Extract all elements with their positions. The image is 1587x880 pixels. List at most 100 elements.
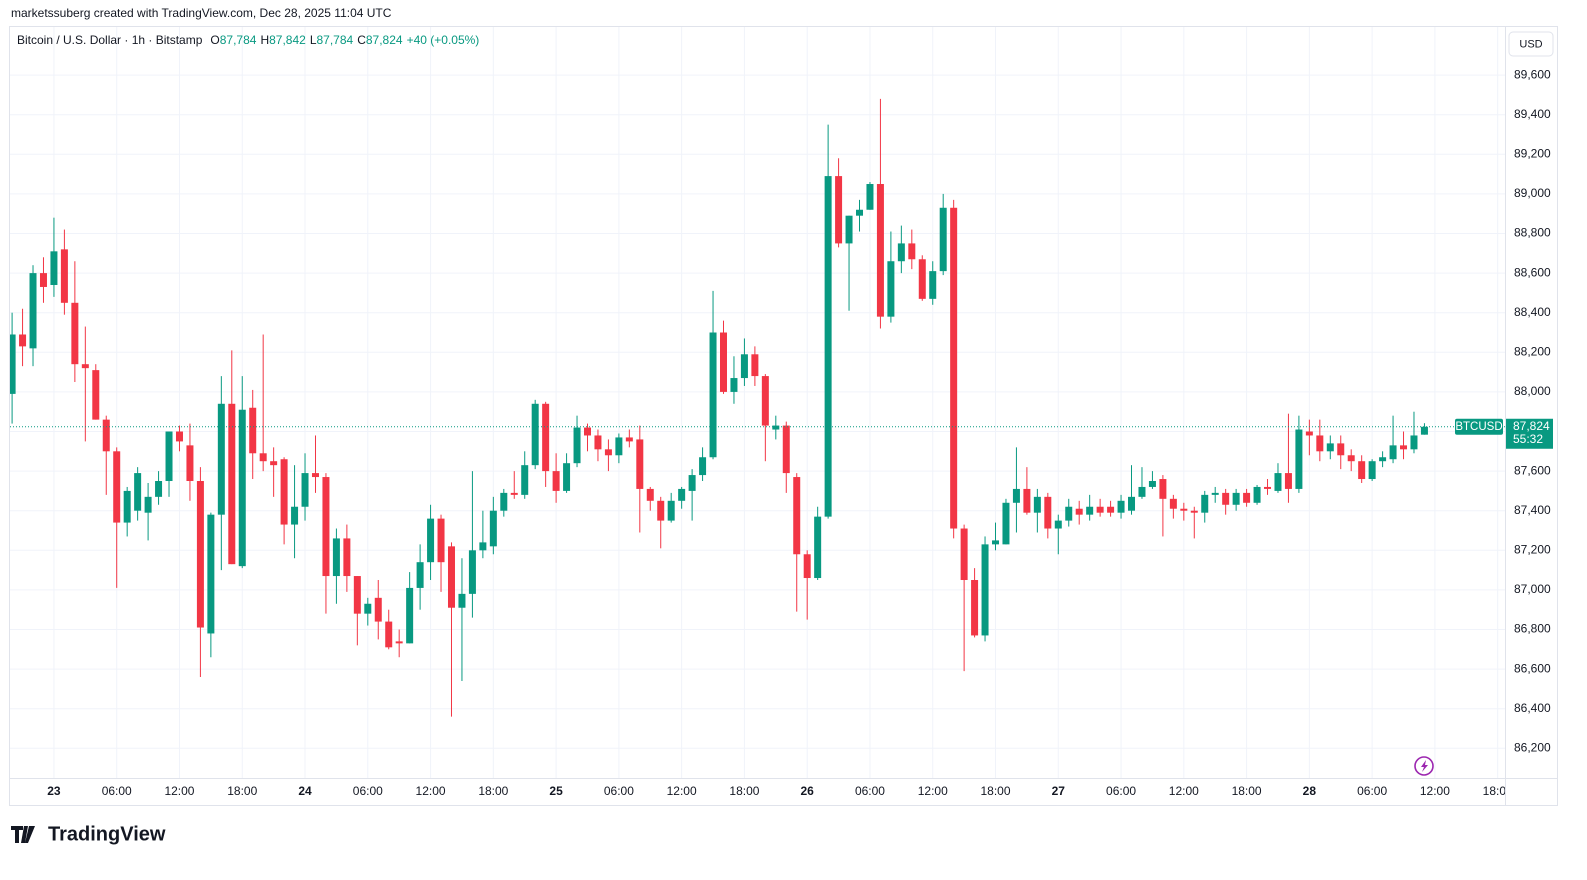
candle-body bbox=[311, 473, 319, 478]
legend-value: 87,784 bbox=[220, 33, 257, 47]
candle-body bbox=[228, 403, 236, 565]
x-tick-label: 12:00 bbox=[416, 784, 446, 798]
candle-body bbox=[186, 445, 194, 482]
candle-body bbox=[908, 243, 916, 260]
candle-body bbox=[19, 334, 27, 347]
candle-body bbox=[615, 437, 623, 456]
currency-button[interactable] bbox=[1508, 31, 1554, 57]
candle-body bbox=[657, 500, 665, 521]
price-axis: 86,200 86,400 86,600 86,800 87,000 87,200 87,4… bbox=[1514, 67, 1551, 754]
candle-body bbox=[416, 562, 424, 588]
candle-body bbox=[10, 334, 16, 394]
x-tick-label: 28 bbox=[1303, 784, 1317, 798]
candle-body bbox=[1326, 443, 1334, 452]
x-tick-label: 12:00 bbox=[1420, 784, 1450, 798]
candle-body bbox=[625, 437, 633, 442]
grid bbox=[10, 27, 1505, 778]
x-tick-label: 23 bbox=[47, 784, 61, 798]
candle-body bbox=[406, 587, 414, 644]
candle-body bbox=[1410, 435, 1418, 450]
candle-body bbox=[217, 403, 225, 515]
candle-body bbox=[1389, 445, 1397, 460]
candle-body bbox=[699, 457, 707, 476]
icon-ring bbox=[1414, 756, 1434, 776]
candle-body bbox=[793, 477, 801, 555]
assistant-icon[interactable] bbox=[1414, 756, 1434, 776]
y-tick-label: 86,800 bbox=[1514, 622, 1551, 636]
candle-body bbox=[1054, 520, 1062, 529]
y-tick-label: 87,000 bbox=[1514, 582, 1551, 596]
candle-body bbox=[364, 603, 372, 614]
candle-body bbox=[573, 427, 581, 464]
candle-body bbox=[1044, 496, 1052, 529]
candle-body bbox=[291, 506, 299, 525]
x-tick-label: 24 bbox=[298, 784, 312, 798]
x-tick-label: 06:00 bbox=[353, 784, 383, 798]
y-tick-label: 89,200 bbox=[1514, 146, 1551, 160]
time-axis: 23 06:00 12:00 18:00 24 06:00 12:00 18:00 25 06:0… bbox=[47, 784, 1505, 798]
countdown-label: 55:32 bbox=[1513, 432, 1543, 446]
candle-body bbox=[1023, 488, 1031, 513]
x-tick-label: 12:00 bbox=[667, 784, 697, 798]
candle-body bbox=[353, 576, 361, 614]
candle-body bbox=[521, 465, 529, 495]
candle-body bbox=[1274, 473, 1282, 491]
candle-body bbox=[646, 488, 654, 501]
candle-body bbox=[1128, 496, 1136, 511]
candle-body bbox=[542, 403, 550, 472]
candle-body bbox=[1368, 461, 1376, 480]
candle-body bbox=[1316, 435, 1324, 452]
candle-body bbox=[1002, 502, 1010, 545]
last-price-label: 87,824 bbox=[1513, 419, 1550, 433]
candle-body bbox=[1086, 506, 1094, 515]
candle-body bbox=[81, 364, 89, 369]
chart-frame bbox=[9, 26, 1558, 806]
y-tick-label: 87,200 bbox=[1514, 542, 1551, 556]
y-tick-label: 87,400 bbox=[1514, 503, 1551, 517]
candle-body bbox=[583, 427, 591, 436]
candle-body bbox=[343, 538, 351, 577]
price-tag bbox=[1506, 418, 1553, 449]
candle-body bbox=[207, 514, 215, 634]
candle-body bbox=[1096, 506, 1104, 513]
candle-body bbox=[1253, 486, 1261, 503]
y-tick-label: 89,400 bbox=[1514, 107, 1551, 121]
candle-body bbox=[563, 463, 571, 491]
x-tick-label: 12:00 bbox=[918, 784, 948, 798]
y-tick-label: 88,200 bbox=[1514, 344, 1551, 358]
candle-body bbox=[950, 207, 958, 529]
candle-body bbox=[1264, 486, 1272, 489]
candle-body bbox=[845, 215, 853, 244]
x-tick-label: 18:00 bbox=[980, 784, 1010, 798]
candle-body bbox=[1358, 461, 1366, 480]
candle-body bbox=[594, 435, 602, 450]
y-tick-label: 86,200 bbox=[1514, 740, 1551, 754]
candle-body bbox=[322, 477, 330, 577]
candle-body bbox=[688, 475, 696, 491]
candle-body bbox=[60, 249, 68, 303]
candle-body bbox=[1033, 496, 1041, 513]
candle-body bbox=[1107, 506, 1115, 513]
candle-body bbox=[1305, 431, 1313, 436]
candle-body bbox=[1420, 426, 1428, 435]
y-tick-label: 87,600 bbox=[1514, 463, 1551, 477]
candle-body bbox=[835, 176, 843, 244]
candle-body bbox=[1012, 488, 1020, 503]
candle-body bbox=[165, 431, 173, 482]
candle-body bbox=[39, 273, 47, 287]
candle-body bbox=[458, 593, 466, 608]
candle-body bbox=[280, 459, 288, 525]
candle-body bbox=[761, 376, 769, 426]
candle-body bbox=[238, 409, 246, 567]
candle-body bbox=[510, 492, 518, 495]
x-tick-label: 26 bbox=[801, 784, 815, 798]
candle-body bbox=[1148, 481, 1156, 487]
y-tick-label: 86,400 bbox=[1514, 701, 1551, 715]
candle-body bbox=[259, 453, 267, 462]
x-tick-label: 06:00 bbox=[1357, 784, 1387, 798]
candle-body bbox=[1190, 510, 1198, 513]
x-tick-label: 18:00 bbox=[1232, 784, 1262, 798]
legend-key: L bbox=[310, 33, 317, 47]
